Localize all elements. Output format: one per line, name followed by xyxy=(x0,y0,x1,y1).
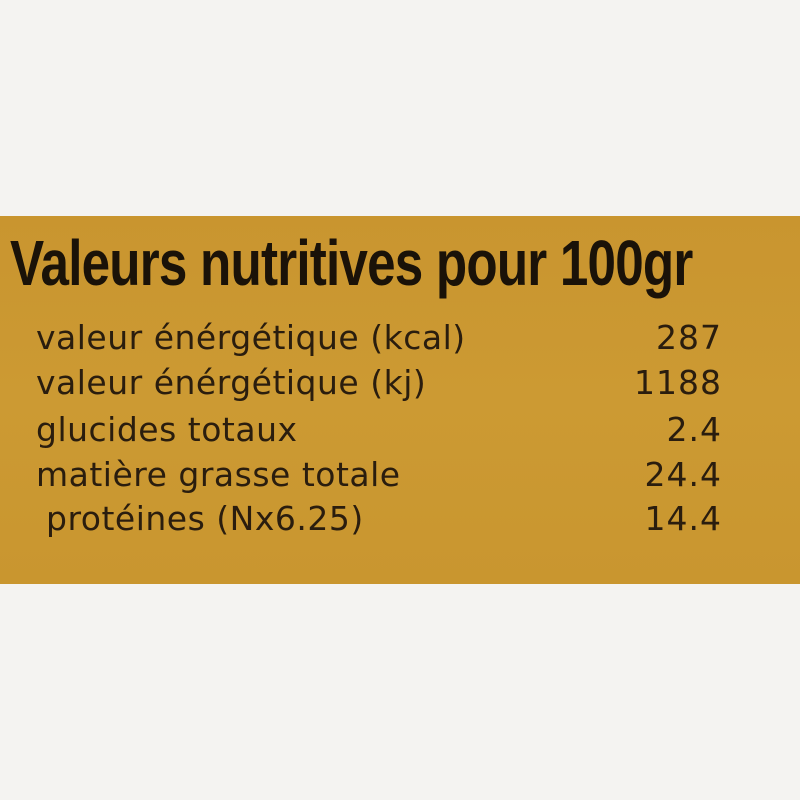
nutrient-value: 1188 xyxy=(634,363,722,402)
nutrition-label-panel xyxy=(0,216,800,584)
nutrition-row: valeur énérgétique (kj) 1188 xyxy=(36,363,722,407)
nutrition-row: protéines (Nx6.25) 14.4 xyxy=(46,499,722,543)
nutrient-value: 2.4 xyxy=(666,410,722,449)
nutrient-value: 287 xyxy=(656,318,722,357)
nutrition-row: glucides totaux 2.4 xyxy=(36,410,722,454)
nutrient-name: glucides totaux xyxy=(36,410,298,449)
nutrient-value: 24.4 xyxy=(644,455,722,494)
nutrient-value: 14.4 xyxy=(644,499,722,538)
nutrient-name: matière grasse totale xyxy=(36,455,401,494)
label-title: Valeurs nutritives pour 100gr xyxy=(10,227,693,299)
nutrient-name: valeur énérgétique (kcal) xyxy=(36,318,466,357)
nutrient-name: valeur énérgétique (kj) xyxy=(36,363,427,402)
nutrition-row: valeur énérgétique (kcal) 287 xyxy=(36,318,722,362)
nutrient-name: protéines (Nx6.25) xyxy=(46,499,364,538)
nutrition-row: matière grasse totale 24.4 xyxy=(36,455,722,499)
